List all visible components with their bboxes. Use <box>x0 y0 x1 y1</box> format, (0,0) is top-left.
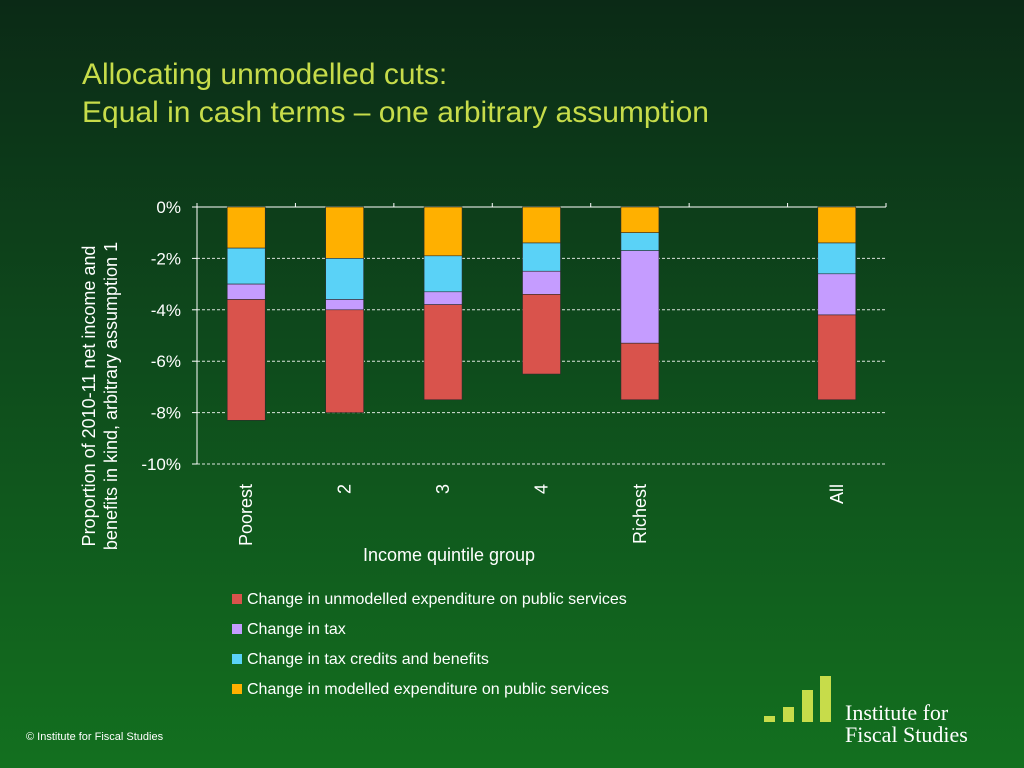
x-axis-title: Income quintile group <box>363 545 535 565</box>
bar-segment <box>423 255 463 293</box>
bar-segment <box>325 258 364 300</box>
y-tick-label: -2% <box>151 249 181 268</box>
bar-segment <box>620 342 660 401</box>
bar-segment <box>817 242 857 275</box>
legend-label: Change in modelled expenditure on public… <box>247 681 609 698</box>
bar-segment <box>522 206 561 244</box>
y-tick-label: -8% <box>151 404 181 423</box>
x-category-label: Richest <box>630 484 650 544</box>
legend-label: Change in tax <box>247 621 346 638</box>
slide-title: Allocating unmodelled cuts: Equal in cas… <box>82 56 709 132</box>
ifs-logo: Institute for Fiscal Studies <box>760 672 1010 752</box>
bar-segment <box>522 294 561 375</box>
bar-segment <box>817 314 857 401</box>
bar-segment <box>522 270 561 295</box>
logo-bars-icon <box>764 676 831 722</box>
title-line-1: Allocating unmodelled cuts: <box>82 58 448 91</box>
bar-segment <box>325 299 364 311</box>
y-axis-title-line: Proportion of 2010-11 net income and <box>79 246 99 547</box>
bar-segment <box>325 309 364 413</box>
bar-segment <box>423 304 463 401</box>
logo-line-2: Fiscal Studies <box>845 722 968 747</box>
y-axis-title: Proportion of 2010-11 net income and bene… <box>79 242 121 550</box>
legend-swatch <box>232 624 242 634</box>
stacked-bar-chart: 0% -2% -4% -6% -8% -10% Poorest 2 3 4 Richest All In… <box>79 198 857 698</box>
bar-segment <box>226 283 266 300</box>
legend-swatch <box>232 684 242 694</box>
bar-segment <box>226 206 266 249</box>
x-category-label: 2 <box>335 484 355 494</box>
bar-segment <box>226 247 266 285</box>
y-tick-label: 0% <box>156 198 181 217</box>
y-axis-title-line: benefits in kind, arbitrary assumption 1 <box>101 242 121 550</box>
y-tick-label: -4% <box>151 301 181 320</box>
bar-segment <box>620 232 660 251</box>
logo-wordmark: Institute for Fiscal Studies <box>845 702 968 746</box>
bar-segment <box>423 206 463 257</box>
bar-segment <box>620 206 660 234</box>
bar-segment <box>817 206 857 244</box>
bar-segment <box>817 273 857 316</box>
bar-segment <box>522 242 561 272</box>
legend-label: Change in tax credits and benefits <box>247 651 489 668</box>
x-category-label: 3 <box>433 484 453 494</box>
bar-segment <box>226 299 266 421</box>
y-tick-label: -6% <box>151 352 181 371</box>
bar-segment <box>325 206 364 259</box>
bar-segment <box>423 291 463 305</box>
title-line-2: Equal in cash terms – one arbitrary assu… <box>82 96 709 129</box>
legend-swatch <box>232 594 242 604</box>
logo-line-1: Institute for <box>845 700 949 725</box>
y-tick-label: -10% <box>141 455 181 474</box>
x-category-label: All <box>827 484 847 504</box>
copyright-footer: © Institute for Fiscal Studies <box>26 731 164 743</box>
legend-swatch <box>232 654 242 664</box>
x-category-label: Poorest <box>236 484 256 546</box>
x-category-label: 4 <box>532 484 552 494</box>
legend-label: Change in unmodelled expenditure on publ… <box>247 591 627 608</box>
bar-segment <box>620 250 660 344</box>
